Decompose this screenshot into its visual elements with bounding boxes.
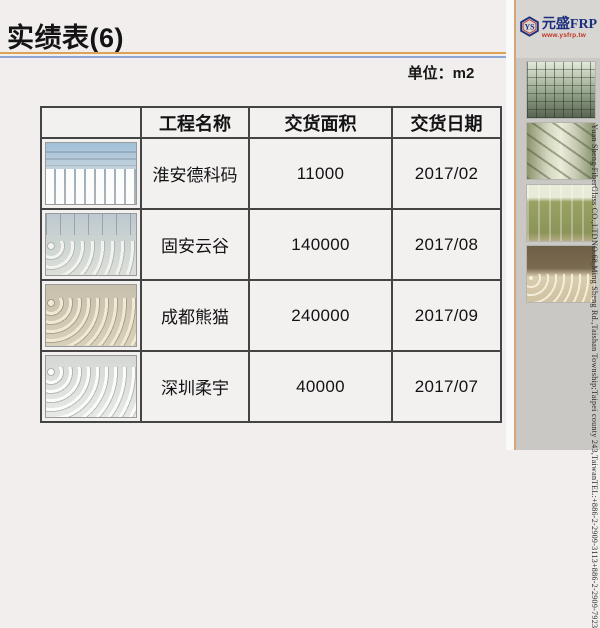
interior-hall-columns-photo [526,245,596,303]
unit-label: 单位：m2 [407,65,475,82]
brand-sidebar: YS 元盛FRP www.ysfrp.tw Yuan Sheng FiberGl… [516,0,600,628]
delivery-date-cell: 2017/02 [391,137,502,210]
green-storage-tanks-photo [526,184,596,242]
contact-line-tel2: +886-2-2909-7923 [590,562,599,628]
project-photo-shenzhen [45,355,137,418]
title-underline-blue [0,56,519,58]
brand-name: 元盛FRP [541,17,598,33]
photo-cell [40,350,142,423]
delivery-date-cell: 2017/07 [391,350,502,423]
table-header-row: 工程名称 交货面积 交货日期 [40,106,502,139]
brand-logo: YS 元盛FRP www.ysfrp.tw [519,16,597,42]
slide-edge-strip [506,0,514,450]
photo-cell [40,208,142,281]
project-photo-guan [45,213,137,276]
delivery-area-cell: 11000 [248,137,393,210]
header-project-name: 工程名称 [140,106,250,139]
title-underline-orange [0,52,519,54]
table-row: 深圳柔宇 40000 2017/07 [40,350,502,423]
sidebar-divider-line [514,0,516,450]
brand-text-block: 元盛FRP www.ysfrp.tw [542,18,597,40]
ys-hexagon-icon: YS [519,16,540,42]
project-name-cell: 深圳柔宇 [140,350,250,423]
brand-logo-panel: YS 元盛FRP www.ysfrp.tw [516,0,600,58]
contact-line-tel: TEL:+886-2-2909-3113 [590,479,599,563]
header-photo-column [40,106,142,139]
page-title: 实绩表(6) [7,23,124,53]
delivery-area-cell: 240000 [248,279,393,352]
results-table: 工程名称 交货面积 交货日期 淮安德科码 11000 2017/02 固安云谷 … [40,106,502,423]
contact-line-city: Taipei county 243,Taiwan [590,389,599,480]
project-photo-huaian [45,142,137,205]
photo-cell [40,279,142,352]
header-delivery-date: 交货日期 [391,106,502,139]
contact-line-street: NO.68,Ming Sheng Rd.,Taishan Township; [590,239,599,390]
svg-text:YS: YS [524,23,535,32]
project-name-cell: 成都熊猫 [140,279,250,352]
company-contact-vertical-text: Yuan Sheng FiberGlass CO.,LTD NO.68,Ming… [516,124,600,628]
header-delivery-area: 交货面积 [248,106,393,139]
table-row: 淮安德科码 11000 2017/02 [40,137,502,210]
table-row: 成都熊猫 240000 2017/09 [40,279,502,352]
slide-main-area: 实绩表(6) 单位：m2 工程名称 交货面积 交货日期 淮安德科码 110 [0,23,519,423]
photo-cell [40,137,142,210]
delivery-date-cell: 2017/09 [391,279,502,352]
frp-tank-piping-photo [526,122,596,180]
delivery-area-cell: 40000 [248,350,393,423]
delivery-area-cell: 140000 [248,208,393,281]
table-row: 固安云谷 140000 2017/08 [40,208,502,281]
project-name-cell: 固安云谷 [140,208,250,281]
project-photo-chengdu [45,284,137,347]
contact-line-company: Yuan Sheng FiberGlass CO.,LTD [590,123,599,240]
brand-website: www.ysfrp.tw [541,32,586,40]
coffered-ceiling-photo [526,61,596,119]
delivery-date-cell: 2017/08 [391,208,502,281]
project-name-cell: 淮安德科码 [140,137,250,210]
